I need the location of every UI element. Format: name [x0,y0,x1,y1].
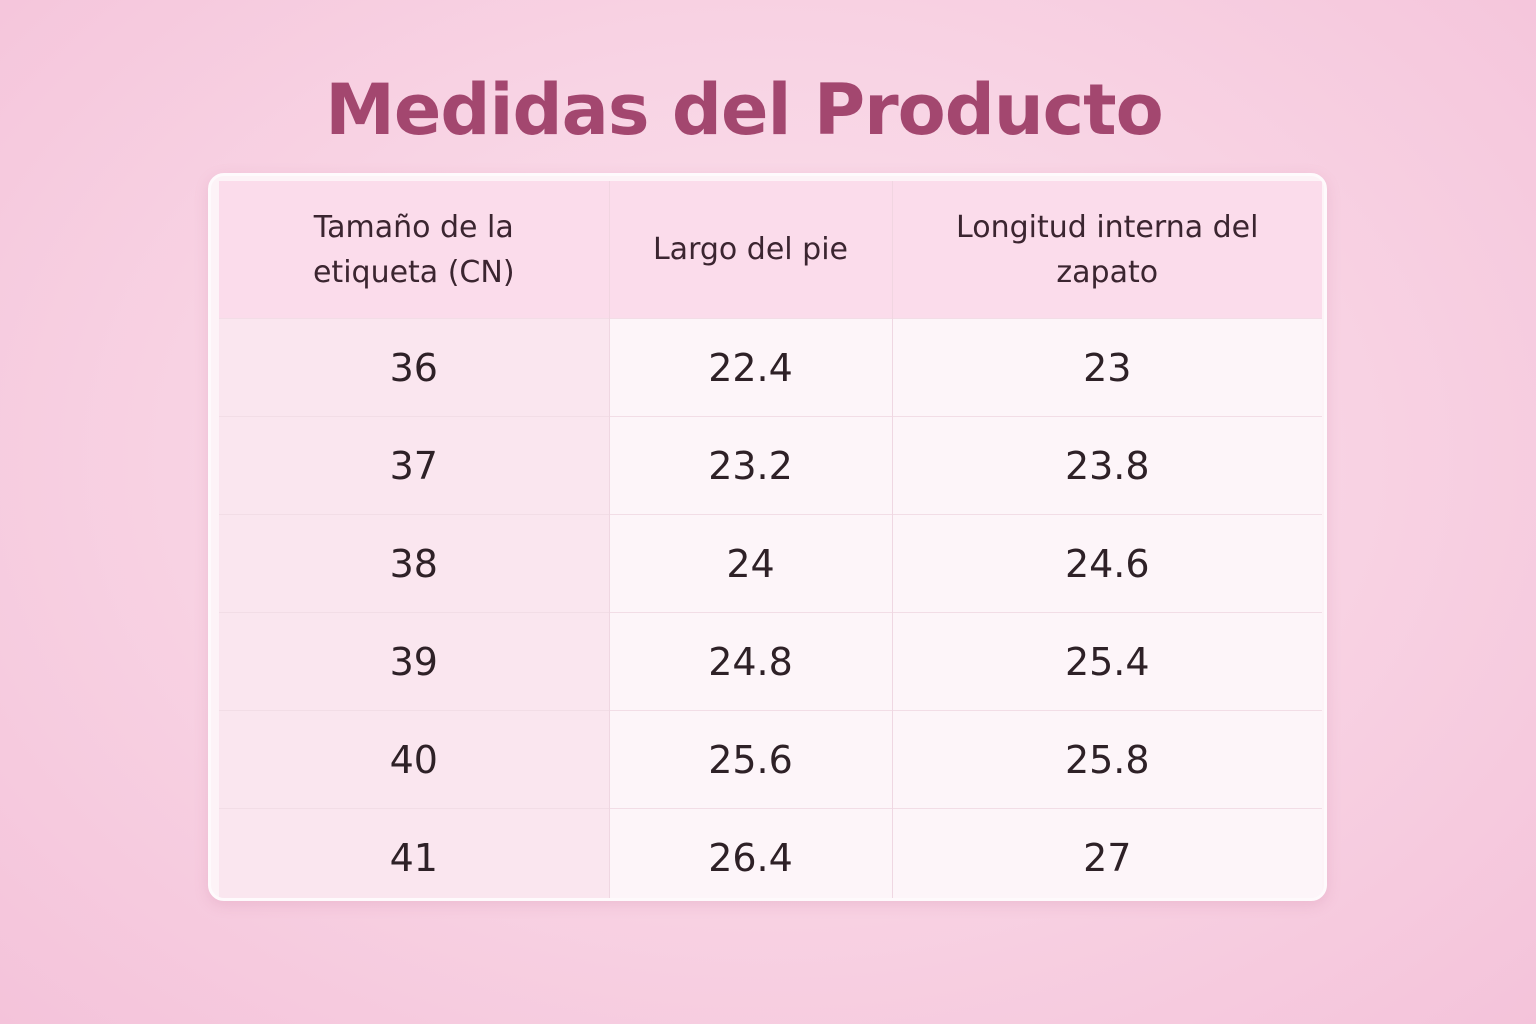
table-cell-foot-length: 24 [609,514,893,613]
table-cell-inner-length: 25.8 [892,710,1322,809]
table-cell-size: 40 [219,710,610,809]
table-cell-inner-length: 23 [892,318,1322,417]
table-cell-size: 37 [219,416,610,515]
table-cell-size: 36 [219,318,610,417]
table-row: 40 25.6 25.8 [219,710,1322,809]
table-cell-size: 41 [219,808,610,898]
table-header-row: Tamaño de la etiqueta (CN) Largo del pie… [219,181,1322,319]
header-label-size: Tamaño de la etiqueta (CN) [219,181,610,319]
table-cell-foot-length: 23.2 [609,416,893,515]
table-row: 38 24 24.6 [219,514,1322,613]
table-cell-inner-length: 23.8 [892,416,1322,515]
page-title: Medidas del Producto [325,69,1163,151]
header-foot-length: Largo del pie [609,181,893,319]
table-cell-foot-length: 25.6 [609,710,893,809]
table-cell-size: 39 [219,612,610,711]
table-cell-inner-length: 24.6 [892,514,1322,613]
table-cell-inner-length: 25.4 [892,612,1322,711]
table-row: 41 26.4 27 [219,808,1322,898]
table-cell-size: 38 [219,514,610,613]
table-cell-foot-length: 22.4 [609,318,893,417]
table-row: 37 23.2 23.8 [219,416,1322,515]
table-cell-foot-length: 26.4 [609,808,893,898]
table-cell-foot-length: 24.8 [609,612,893,711]
table-cell-inner-length: 27 [892,808,1322,898]
table-row: 39 24.8 25.4 [219,612,1322,711]
size-table: Tamaño de la etiqueta (CN) Largo del pie… [219,181,1322,898]
header-inner-length: Longitud interna del zapato [892,181,1322,319]
table-row: 36 22.4 23 [219,318,1322,417]
size-table-card: Tamaño de la etiqueta (CN) Largo del pie… [208,173,1327,901]
